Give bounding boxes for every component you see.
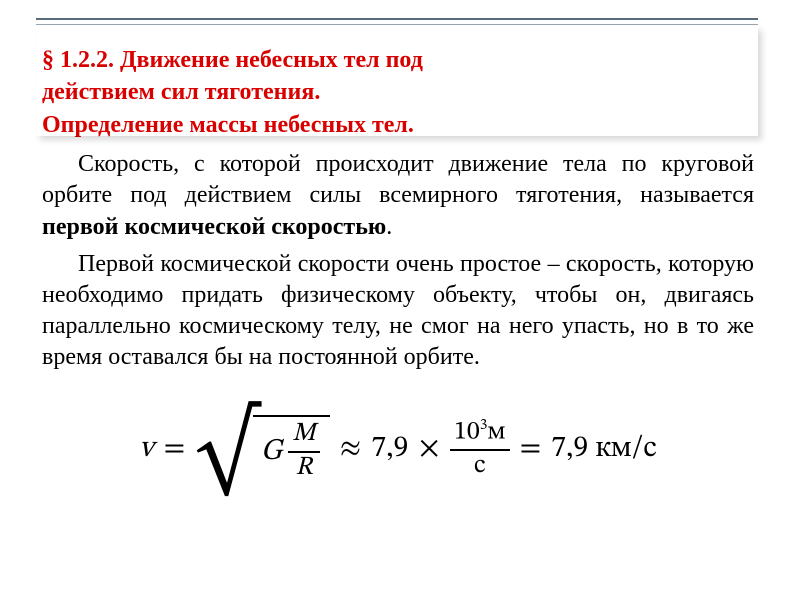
formula-radicand: G M R: [253, 415, 330, 482]
formula-container: v = √ G M R ≈ 7,9 × 103м: [38, 415, 758, 482]
formula-times: ×: [418, 430, 440, 468]
paragraph-2: Первой космической скорости очень просто…: [42, 249, 754, 374]
p1-bold-term: первой космической скоростью: [42, 214, 386, 240]
fraction-bar-icon: [450, 449, 510, 451]
formula-coef: 7,9: [371, 430, 408, 468]
section-heading: § 1.2.2. Движение небесных тел под дейст…: [42, 44, 754, 141]
p2-text: Первой космической скорости очень просто…: [42, 251, 754, 371]
heading-line-2: действием сил тяготения.: [42, 76, 754, 108]
formula-G: G: [261, 433, 283, 471]
formula-approx: ≈: [340, 430, 362, 468]
formula-sqrt: √ G M R: [195, 415, 329, 482]
radical-icon: √: [195, 435, 259, 475]
slide-page: § 1.2.2. Движение небесных тел под дейст…: [0, 0, 800, 600]
formula-eq1: =: [164, 430, 186, 468]
formula-frac-units: 103м с: [450, 417, 510, 480]
formula-eq2: =: [520, 430, 542, 468]
formula-result: 7,9 км/с: [551, 430, 657, 468]
num-base: 10: [454, 420, 480, 446]
fraction-bar-icon: [288, 451, 319, 453]
formula-M: M: [288, 421, 319, 448]
cosmic-velocity-formula: v = √ G M R ≈ 7,9 × 103м: [139, 415, 657, 482]
formula-lhs: v: [139, 430, 153, 468]
formula-frac-MR: M R: [288, 421, 319, 482]
formula-num-units: 103м: [450, 417, 510, 447]
p1-suffix: .: [386, 214, 392, 240]
heading-line-3: Определение массы небесных тел.: [42, 109, 754, 141]
paragraph-1: Скорость, с которой происходит движение …: [42, 149, 754, 243]
formula-den-units: с: [470, 453, 490, 480]
heading-line-1: § 1.2.2. Движение небесных тел под: [42, 44, 754, 76]
p1-prefix: Скорость, с которой происходит движение …: [42, 151, 754, 208]
num-unit: м: [487, 420, 505, 446]
formula-R: R: [291, 455, 316, 482]
top-divider: [36, 18, 758, 25]
